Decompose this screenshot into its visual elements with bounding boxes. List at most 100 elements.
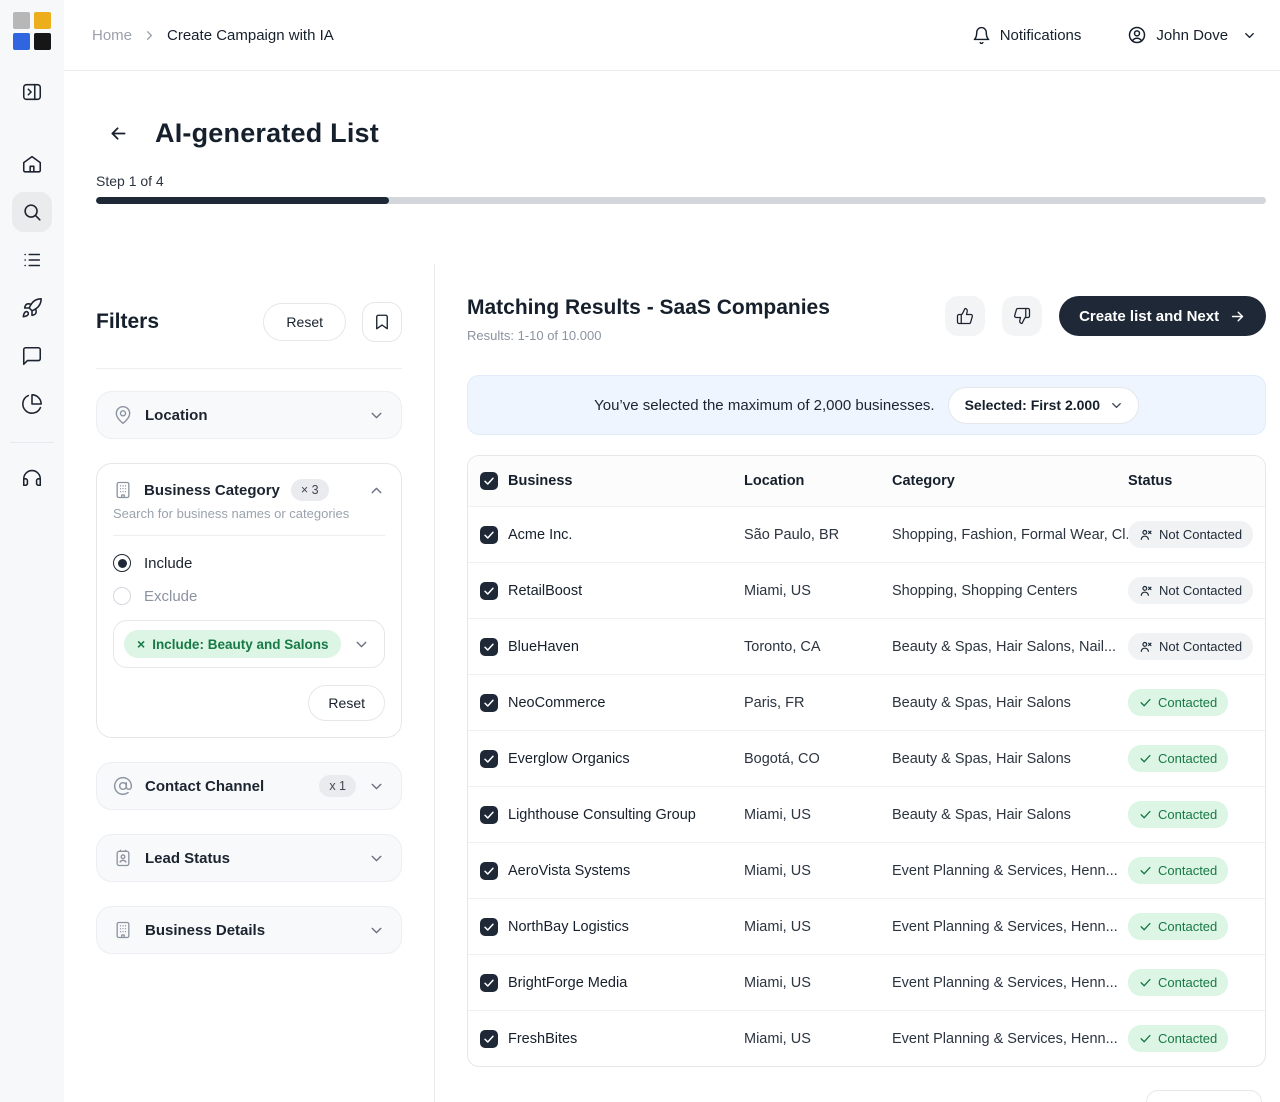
back-button[interactable] [108, 123, 129, 144]
category-select[interactable]: × Include: Beauty and Salons [113, 620, 385, 668]
selected-dropdown[interactable]: Selected: First 2.000 [947, 386, 1139, 424]
check-icon [1139, 752, 1152, 765]
filters-divider [96, 368, 402, 369]
status-label: Contacted [1158, 1031, 1218, 1046]
row-checkbox[interactable] [480, 973, 498, 992]
business-category-count-badge[interactable]: × 3 [290, 479, 329, 501]
search-icon[interactable] [12, 192, 52, 232]
status-badge: Contacted [1128, 1025, 1229, 1052]
business-category-reset-button[interactable]: Reset [308, 685, 385, 721]
status-label: Not Contacted [1159, 527, 1243, 542]
table-row[interactable]: Lighthouse Consulting Group Miami, US Be… [468, 786, 1266, 842]
row-location: Miami, US [744, 582, 811, 599]
business-name: AeroVista Systems [508, 862, 631, 879]
row-checkbox[interactable] [480, 693, 498, 712]
select-all-checkbox[interactable] [480, 472, 498, 490]
category-chip-label: Include: Beauty and Salons [152, 636, 329, 652]
results-title: Matching Results - SaaS Companies [467, 296, 830, 319]
include-radio-label: Include [144, 554, 193, 572]
row-checkbox[interactable] [480, 525, 498, 544]
row-category: Beauty & Spas, Hair Salons [892, 806, 1071, 823]
row-checkbox[interactable] [480, 805, 498, 824]
person-x-icon [1139, 584, 1153, 598]
chevron-up-icon[interactable] [368, 482, 385, 499]
filter-section-business-details[interactable]: Business Details [96, 906, 402, 954]
thumbs-up-button[interactable] [945, 296, 986, 336]
column-header-category[interactable]: Category [892, 473, 955, 489]
table-row[interactable]: BlueHaven Toronto, CA Beauty & Spas, Hai… [468, 618, 1266, 674]
person-x-icon [1139, 640, 1153, 654]
filter-section-location[interactable]: Location [96, 391, 402, 439]
check-icon [1139, 696, 1152, 709]
check-icon [1139, 920, 1152, 933]
remove-chip-icon[interactable]: × [137, 636, 146, 652]
filters-reset-button[interactable]: Reset [263, 303, 346, 341]
home-icon[interactable] [12, 144, 52, 184]
status-label: Contacted [1158, 695, 1218, 710]
category-chip[interactable]: × Include: Beauty and Salons [124, 630, 342, 658]
rocket-icon[interactable] [12, 288, 52, 328]
row-location: Toronto, CA [744, 638, 821, 655]
table-row[interactable]: NeoCommerce Paris, FR Beauty & Spas, Hai… [468, 674, 1266, 730]
pie-chart-icon[interactable] [12, 384, 52, 424]
status-badge: Contacted [1128, 913, 1229, 940]
table-body: Acme Inc. São Paulo, BR Shopping, Fashio… [468, 506, 1266, 1066]
breadcrumb-home[interactable]: Home [92, 26, 133, 44]
row-location: Miami, US [744, 918, 811, 935]
include-radio[interactable]: Include [113, 554, 385, 572]
table-row[interactable]: Acme Inc. São Paulo, BR Shopping, Fashio… [468, 506, 1266, 562]
selected-dropdown-label: Selected: First 2.000 [964, 397, 1100, 413]
list-icon[interactable] [12, 240, 52, 280]
status-label: Not Contacted [1159, 639, 1243, 654]
filters-panel: Filters Reset [96, 264, 435, 1102]
row-checkbox[interactable] [480, 637, 498, 656]
table-row[interactable]: RetailBoost Miami, US Shopping, Shopping… [468, 562, 1266, 618]
table-row[interactable]: NorthBay Logistics Miami, US Event Plann… [468, 898, 1266, 954]
row-checkbox[interactable] [480, 1029, 498, 1048]
notifications-button[interactable]: Notifications [972, 26, 1081, 45]
column-header-business[interactable]: Business [508, 473, 573, 489]
row-checkbox[interactable] [480, 581, 498, 600]
filter-location-label: Location [145, 406, 208, 424]
filter-section-contact-channel[interactable]: Contact Channel x 1 [96, 762, 402, 810]
table-row[interactable]: AeroVista Systems Miami, US Event Planni… [468, 842, 1266, 898]
check-icon [1139, 976, 1152, 989]
collapse-sidebar-icon[interactable] [12, 72, 52, 112]
selection-banner: You’ve selected the maximum of 2,000 bus… [467, 375, 1267, 435]
contact-channel-count-badge[interactable]: x 1 [319, 775, 356, 797]
user-menu[interactable]: John Dove [1127, 25, 1257, 45]
status-badge: Not Contacted [1128, 521, 1254, 548]
table-row[interactable]: Everglow Organics Bogotá, CO Beauty & Sp… [468, 730, 1266, 786]
map-pin-icon [113, 405, 133, 425]
column-header-location[interactable]: Location [744, 473, 805, 489]
status-label: Contacted [1158, 807, 1218, 822]
filter-lead-status-label: Lead Status [145, 849, 231, 867]
chevron-down-icon [353, 636, 370, 653]
results-panel: Matching Results - SaaS Companies Result… [435, 264, 1267, 1102]
filter-business-category-label: Business Category [144, 481, 280, 499]
pagination-control-partial[interactable] [1146, 1090, 1263, 1102]
column-header-status[interactable]: Status [1128, 473, 1173, 489]
left-rail [0, 0, 64, 1102]
status-badge: Contacted [1128, 969, 1229, 996]
support-headphones-icon[interactable] [12, 457, 52, 497]
row-checkbox[interactable] [480, 861, 498, 880]
thumbs-down-button[interactable] [1002, 296, 1043, 336]
row-checkbox[interactable] [480, 749, 498, 768]
page-title: AI-generated List [155, 118, 379, 148]
chevron-down-icon [1242, 28, 1257, 43]
table-row[interactable]: BrightForge Media Miami, US Event Planni… [468, 954, 1266, 1010]
row-location: Bogotá, CO [744, 750, 820, 767]
save-filters-button[interactable] [362, 302, 402, 342]
check-icon [1139, 1032, 1152, 1045]
exclude-radio-label: Exclude [144, 587, 198, 605]
filter-section-lead-status[interactable]: Lead Status [96, 834, 402, 882]
row-checkbox[interactable] [480, 917, 498, 936]
chevron-down-icon [368, 407, 385, 424]
create-list-button[interactable]: Create list and Next [1059, 296, 1267, 336]
exclude-radio[interactable]: Exclude [113, 587, 385, 605]
table-row[interactable]: FreshBites Miami, US Event Planning & Se… [468, 1010, 1266, 1066]
chat-icon[interactable] [12, 336, 52, 376]
person-x-icon [1139, 528, 1153, 542]
filter-contact-channel-label: Contact Channel [145, 777, 265, 795]
